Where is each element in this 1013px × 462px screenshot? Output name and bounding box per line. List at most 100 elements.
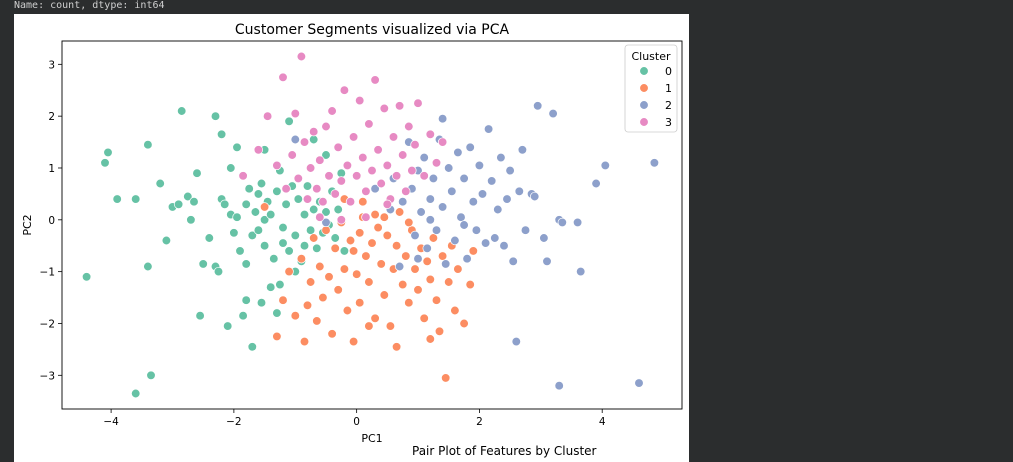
scatter-point-cluster-3: [361, 186, 371, 196]
scatter-point-cluster-0: [100, 158, 110, 168]
scatter-point-cluster-2: [480, 238, 491, 248]
scatter-point-cluster-3: [373, 145, 383, 155]
scatter-point-cluster-2: [520, 225, 531, 235]
scatter-points: [81, 51, 660, 399]
scatter-point-cluster-1: [385, 321, 396, 331]
scatter-point-cluster-3: [355, 95, 365, 106]
scatter-point-cluster-1: [391, 342, 402, 352]
scatter-point-cluster-2: [321, 217, 331, 228]
scatter-point-cluster-2: [453, 147, 463, 158]
scatter-point-cluster-2: [444, 163, 454, 173]
axis-ticks: −4 −2 0 2 4 −3 −2 −1 0 1 2 3: [40, 59, 606, 428]
scatter-point-cluster-2: [539, 233, 549, 243]
scatter-point-cluster-0: [143, 261, 153, 272]
scatter-point-cluster-1: [284, 266, 294, 277]
scatter-point-cluster-3: [352, 171, 362, 181]
scatter-point-cluster-2: [514, 186, 524, 196]
scatter-point-cluster-3: [330, 189, 340, 199]
scatter-point-cluster-1: [441, 373, 451, 383]
scatter-point-cluster-2: [422, 243, 432, 253]
scatter-point-cluster-2: [450, 235, 460, 246]
scatter-point-cluster-0: [278, 222, 288, 233]
scatter-point-cluster-2: [410, 230, 420, 241]
scatter-point-cluster-0: [309, 134, 319, 145]
scatter-point-cluster-1: [376, 259, 386, 269]
scatter-point-cluster-0: [226, 163, 236, 173]
scatter-point-cluster-2: [502, 194, 512, 204]
scatter-point-cluster-3: [296, 51, 307, 62]
scatter-point-cluster-1: [468, 246, 478, 256]
scatter-point-cluster-0: [302, 181, 313, 191]
scatter-point-cluster-1: [434, 326, 445, 336]
scatter-point-cluster-3: [391, 171, 402, 181]
scatter-point-cluster-0: [210, 111, 221, 121]
scatter-point-cluster-2: [505, 165, 515, 176]
scatter-point-cluster-1: [410, 264, 420, 274]
scatter-point-cluster-1: [358, 197, 368, 207]
scatter-point-cluster-0: [189, 197, 199, 207]
scatter-point-cluster-1: [296, 254, 307, 264]
scatter-point-cluster-1: [339, 264, 350, 274]
scatter-point-cluster-0: [241, 259, 251, 269]
legend-marker-2: [639, 100, 649, 110]
scatter-point-cluster-1: [413, 285, 423, 295]
scatter-point-cluster-0: [241, 295, 251, 305]
scatter-point-cluster-2: [413, 254, 423, 264]
scatter-point-cluster-1: [401, 251, 411, 261]
scatter-point-cluster-1: [398, 279, 408, 290]
legend-marker-0: [639, 66, 649, 76]
scatter-point-cluster-2: [431, 225, 442, 235]
scatter-point-cluster-2: [419, 152, 429, 163]
scatter-point-cluster-3: [404, 121, 414, 132]
scatter-point-cluster-1: [327, 329, 337, 339]
scatter-point-cluster-0: [256, 298, 267, 308]
scatter-point-cluster-3: [413, 98, 423, 108]
scatter-point-cluster-3: [364, 119, 374, 129]
scatter-point-cluster-1: [394, 207, 405, 217]
scatter-point-cluster-1: [348, 246, 359, 256]
scatter-point-cluster-0: [198, 259, 208, 269]
scatter-point-cluster-3: [238, 171, 248, 181]
scatter-point-cluster-0: [173, 199, 184, 209]
scatter-point-cluster-2: [437, 114, 448, 124]
scatter-point-cluster-2: [456, 212, 466, 222]
scatter-point-cluster-0: [299, 209, 310, 220]
scatter-point-cluster-0: [253, 225, 264, 235]
scatter-point-cluster-1: [278, 295, 288, 305]
scatter-point-cluster-2: [428, 173, 439, 184]
scatter-point-cluster-3: [336, 176, 346, 186]
scatter-point-cluster-0: [293, 194, 303, 204]
scatter-point-cluster-0: [290, 230, 300, 241]
scatter-point-cluster-1: [355, 298, 365, 308]
scatter-point-cluster-0: [333, 204, 343, 215]
scatter-point-cluster-0: [305, 225, 316, 235]
scatter-point-cluster-0: [330, 233, 340, 243]
scatter-point-cluster-0: [81, 272, 92, 282]
scatter-point-cluster-0: [266, 209, 276, 220]
scatter-point-cluster-1: [444, 277, 454, 287]
scatter-point-cluster-0: [143, 140, 153, 150]
scatter-point-cluster-0: [146, 370, 156, 380]
scatter-point-cluster-0: [216, 129, 227, 139]
scatter-point-cluster-0: [177, 106, 187, 116]
legend-label-2: 2: [665, 99, 672, 112]
scatter-point-cluster-1: [453, 264, 463, 274]
scatter-point-cluster-2: [483, 124, 494, 134]
scatter-point-cluster-0: [281, 199, 291, 209]
legend-label-3: 3: [665, 116, 672, 129]
scatter-point-cluster-3: [410, 140, 420, 150]
legend-label-0: 0: [665, 65, 672, 78]
y-tick-label: 1: [48, 163, 55, 175]
scatter-point-cluster-0: [321, 207, 331, 217]
scatter-point-cluster-1: [364, 321, 374, 331]
scatter-point-cluster-1: [348, 336, 359, 347]
scatter-point-cluster-3: [358, 152, 368, 163]
scatter-point-cluster-0: [235, 246, 245, 256]
legend-marker-1: [639, 83, 649, 93]
y-tick-label: −2: [40, 318, 55, 330]
scatter-point-cluster-0: [192, 168, 202, 178]
scatter-point-cluster-1: [419, 313, 429, 323]
scatter-point-cluster-3: [321, 121, 331, 132]
x-tick-label: 0: [353, 416, 360, 428]
scatter-point-cluster-0: [112, 194, 122, 204]
